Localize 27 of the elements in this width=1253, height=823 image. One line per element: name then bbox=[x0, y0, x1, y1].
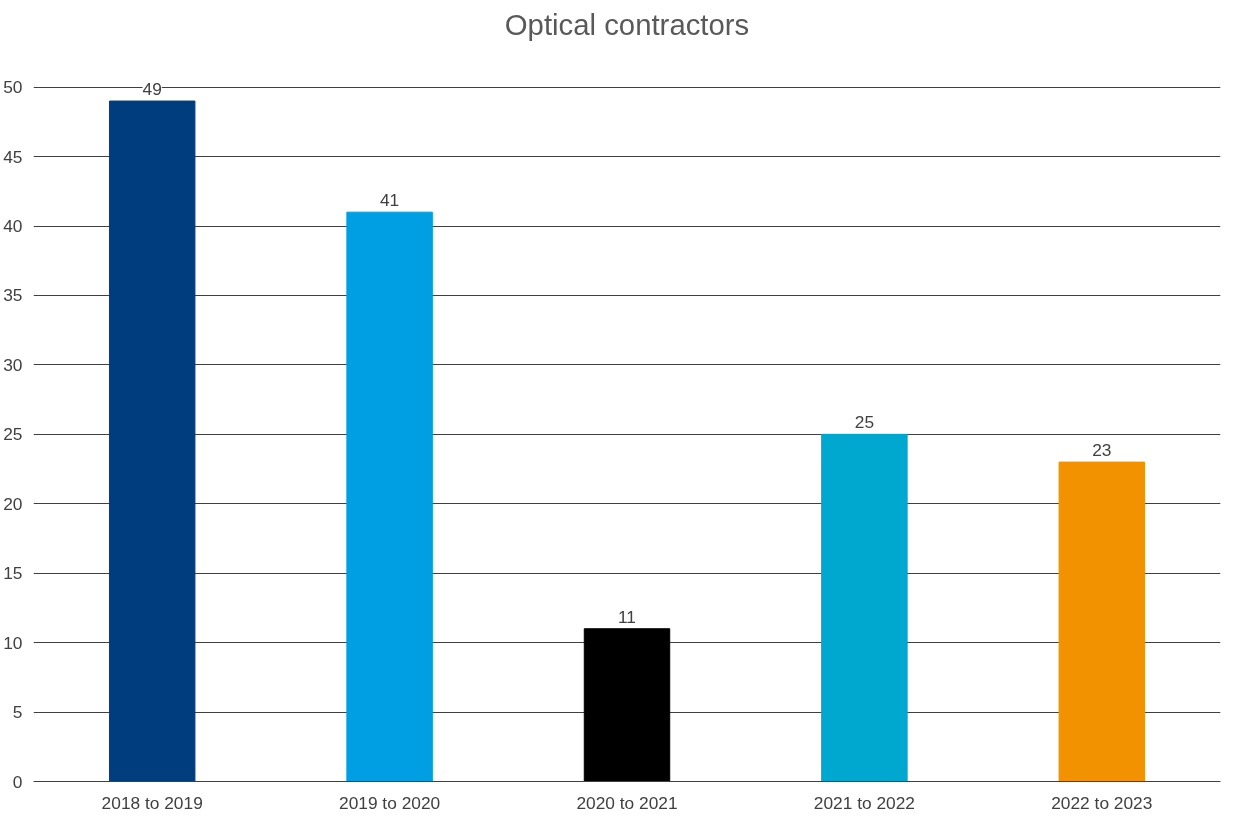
x-tick-label: 2020 to 2021 bbox=[576, 792, 678, 813]
y-tick-label: 35 bbox=[3, 285, 23, 306]
x-tick-label: 2021 to 2022 bbox=[813, 792, 915, 813]
bar bbox=[1058, 461, 1146, 782]
y-tick-label: 50 bbox=[3, 77, 23, 98]
bar bbox=[821, 433, 908, 782]
data-label: 11 bbox=[618, 606, 637, 627]
bar bbox=[583, 628, 671, 782]
x-tick-label: 2019 to 2020 bbox=[339, 792, 441, 813]
x-tick-label: 2018 to 2019 bbox=[101, 792, 203, 813]
x-tick-label: 2022 to 2023 bbox=[1051, 792, 1153, 813]
data-label: 49 bbox=[142, 79, 162, 100]
y-tick-label: 25 bbox=[3, 424, 23, 445]
chart-title: Optical contractors bbox=[504, 7, 750, 41]
y-tick-label: 45 bbox=[3, 146, 23, 167]
y-tick-label: 10 bbox=[3, 632, 23, 653]
data-label: 23 bbox=[1092, 440, 1112, 461]
data-label: 41 bbox=[379, 190, 400, 211]
y-tick-label: 5 bbox=[12, 702, 23, 723]
y-tick-label: 20 bbox=[3, 493, 23, 514]
y-tick-label: 30 bbox=[3, 354, 23, 375]
y-tick-label: 0 bbox=[12, 771, 23, 792]
bar bbox=[346, 211, 433, 782]
y-tick-label: 15 bbox=[3, 563, 23, 584]
data-label: 25 bbox=[854, 412, 875, 433]
bar bbox=[108, 100, 196, 782]
y-tick-label: 40 bbox=[3, 216, 23, 237]
